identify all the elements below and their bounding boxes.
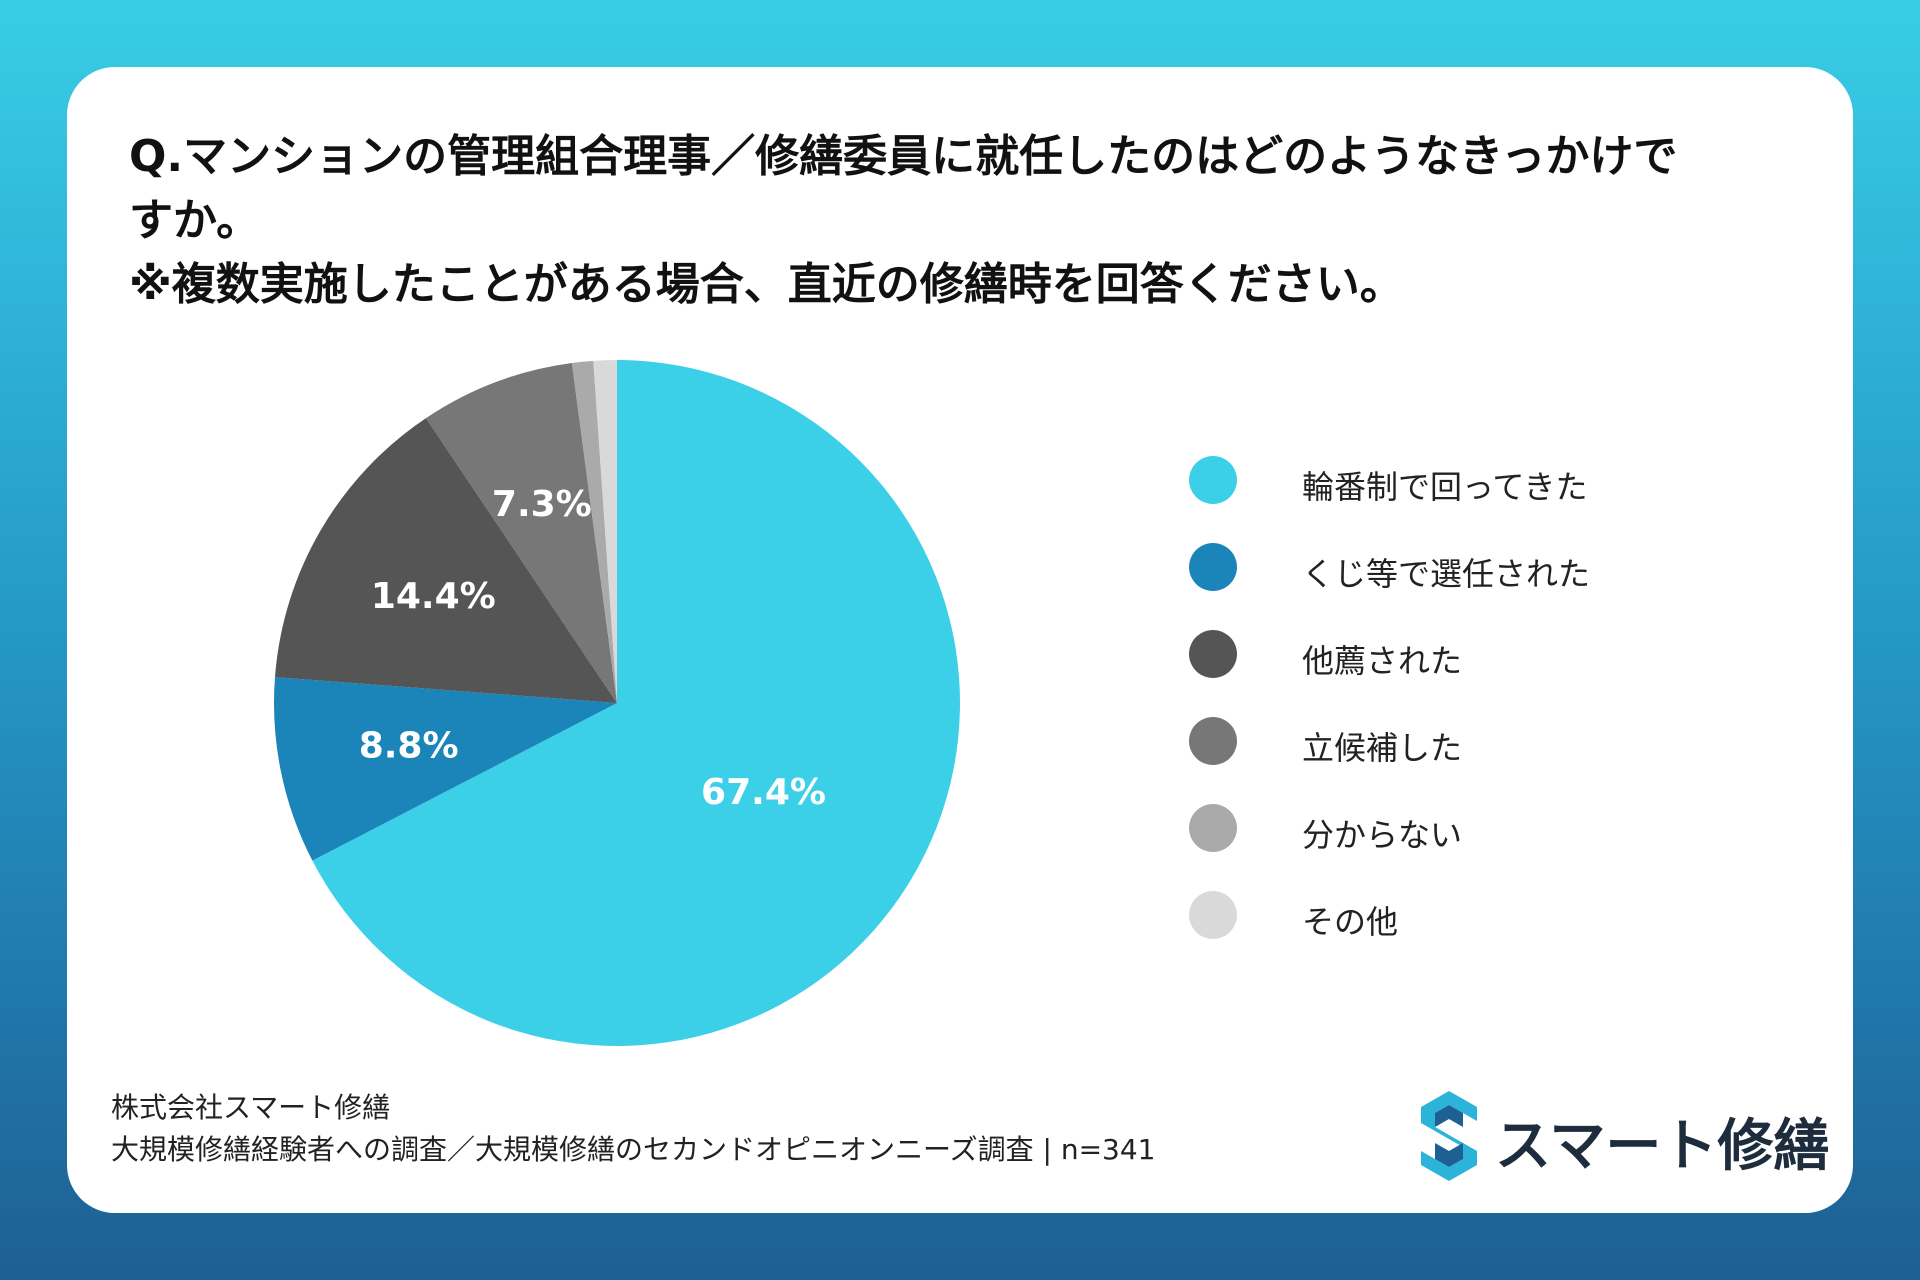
legend-label: その他 (1302, 903, 1399, 941)
chart-title: Q.マンションの管理組合理事／修繕委員に就任したのはどのようなきっかけで すか。… (129, 125, 1809, 317)
s-logo-icon (1421, 1091, 1477, 1181)
legend-label: 他薦された (1302, 642, 1463, 680)
legend-swatch (1189, 543, 1237, 591)
pie-slice-5 (571, 360, 617, 703)
pie-slice-4 (425, 362, 617, 703)
legend-swatch (1189, 717, 1237, 765)
legend-swatch (1189, 456, 1237, 504)
legend-swatch (1189, 891, 1237, 939)
title-line-1: Q.マンションの管理組合理事／修繕委員に就任したのはどのようなきっかけで (129, 131, 1678, 182)
legend-swatch (1189, 804, 1237, 852)
footer: 株式会社スマート修繕 大規模修繕経験者への調査／大規模修繕のセカンドオピニオンニ… (111, 1087, 1156, 1171)
slice-data-label-1: 67.4% (701, 772, 826, 813)
legend-swatch (1189, 630, 1237, 678)
legend-label: 立候補した (1302, 729, 1463, 767)
legend-label: くじ等で選任された (1302, 555, 1591, 593)
title-line-2: すか。 (129, 195, 261, 246)
slice-data-label-2: 8.8% (359, 725, 459, 766)
legend-label: 輪番制で回ってきた (1302, 468, 1588, 506)
chart-card: Q.マンションの管理組合理事／修繕委員に就任したのはどのようなきっかけで すか。… (67, 67, 1853, 1213)
title-line-3: ※複数実施したことがある場合、直近の修繕時を回答ください。 (129, 259, 1404, 310)
footer-company: 株式会社スマート修繕 (111, 1091, 391, 1124)
pie-slice-6 (593, 360, 617, 703)
pie-slice-2 (274, 677, 617, 861)
slice-data-label-4: 7.3% (492, 484, 592, 525)
logo-text: スマート修繕 (1495, 1114, 1830, 1179)
slice-data-label-3: 14.4% (371, 576, 496, 617)
pie-chart: 67.4% 8.8% 14.4% 7.3% (274, 360, 961, 1046)
pie-slice-3 (274, 418, 617, 703)
footer-survey: 大規模修繕経験者への調査／大規模修繕のセカンドオピニオンニーズ調査 | n=34… (111, 1133, 1156, 1166)
pie-slice-1 (312, 360, 961, 1046)
legend-label: 分からない (1302, 816, 1463, 854)
